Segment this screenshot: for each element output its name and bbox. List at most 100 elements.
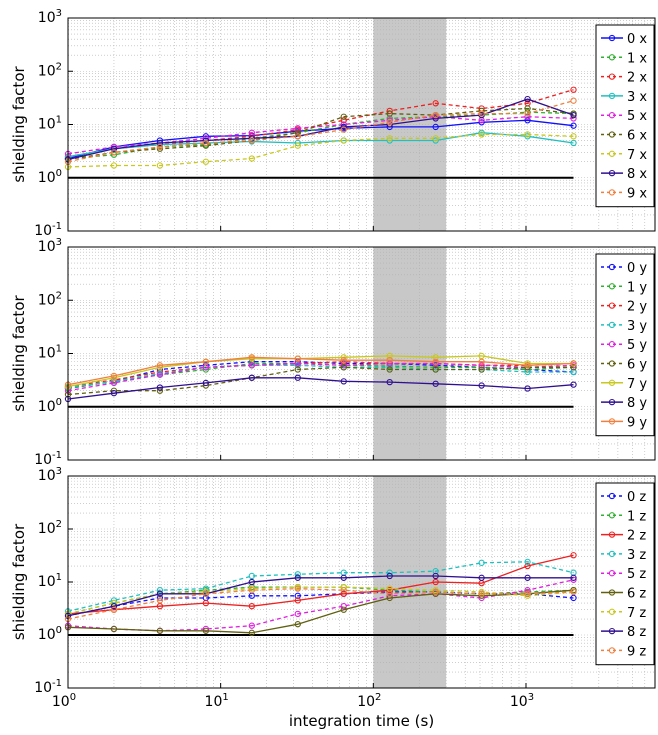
- legend-entry: 0 z: [627, 490, 646, 505]
- data-point: [432, 358, 439, 365]
- legend-entry: 7 z: [627, 606, 646, 621]
- data-point: [570, 139, 577, 147]
- data-point: [248, 622, 255, 629]
- data-point: [340, 587, 347, 594]
- legend: 0 y 1 y 2 y 3 y 5 y 6 y 7 y 8 y 9 y: [595, 253, 655, 437]
- data-point: [478, 559, 485, 566]
- series-line: [67, 561, 574, 612]
- data-point: [110, 606, 118, 613]
- legend-marker: [608, 73, 616, 80]
- data-point: [432, 588, 439, 596]
- legend-entry: 2 z: [627, 529, 646, 544]
- data-point: [202, 137, 210, 144]
- data-point: [524, 574, 531, 581]
- series-line: [67, 377, 574, 400]
- legend: 0 x 1 x 2 x 3 x 5 x 6 x 7 x 8 x 9 x: [595, 24, 655, 208]
- legend-marker: [608, 379, 616, 386]
- series-line: [67, 107, 574, 161]
- data-point: [110, 151, 118, 158]
- data-point: [294, 592, 301, 599]
- data-point: [248, 374, 255, 381]
- data-point: [110, 597, 118, 604]
- series-8-x: [64, 95, 577, 163]
- data-point: [386, 569, 393, 576]
- series-3-y: [64, 362, 577, 391]
- x-tick-label: 102: [357, 692, 381, 710]
- data-point: [110, 162, 118, 169]
- series-line: [67, 133, 574, 168]
- legend-entry: 6 y: [627, 358, 647, 373]
- data-point: [524, 95, 531, 103]
- data-point: [432, 115, 439, 122]
- data-point: [570, 122, 577, 129]
- data-point: [570, 368, 577, 376]
- series-5-x: [64, 113, 577, 158]
- legend-marker: [608, 512, 616, 519]
- data-point: [432, 111, 439, 119]
- data-point: [202, 627, 210, 634]
- legend-entry: 9 x: [627, 186, 647, 201]
- data-point: [202, 590, 210, 597]
- series-9-y: [64, 354, 577, 388]
- data-point: [524, 368, 531, 376]
- legend-marker: [608, 398, 616, 406]
- series-0-x: [64, 117, 577, 162]
- series-line: [67, 119, 574, 160]
- data-point: [432, 366, 439, 373]
- series-line: [67, 589, 574, 634]
- series-9-z: [64, 585, 577, 623]
- data-point: [248, 572, 255, 580]
- data-point: [432, 354, 439, 361]
- legend-entry: 8 z: [627, 625, 646, 640]
- data-point: [294, 366, 301, 373]
- data-point: [340, 590, 347, 597]
- legend-marker: [608, 608, 616, 615]
- data-point: [524, 590, 531, 597]
- data-point: [156, 627, 164, 634]
- data-point: [340, 378, 347, 385]
- data-point: [202, 358, 210, 365]
- data-point: [110, 625, 118, 633]
- data-point: [110, 149, 118, 156]
- data-point: [386, 378, 393, 386]
- series-line: [67, 362, 574, 390]
- legend-entry: 3 y: [627, 319, 647, 334]
- data-point: [570, 381, 577, 388]
- legend: 0 z 1 z 2 z 3 z 5 z 6 z 7 z 8 z 9 z: [595, 482, 655, 666]
- shaded-region: [373, 247, 447, 460]
- data-point: [156, 139, 164, 147]
- data-point: [570, 362, 577, 369]
- legend-box: [595, 253, 655, 437]
- series-1-x: [64, 109, 577, 162]
- data-point: [386, 366, 393, 373]
- data-point: [478, 358, 485, 365]
- legend-marker: [608, 131, 616, 138]
- legend-entry: 1 y: [627, 280, 647, 295]
- legend-entry: 5 y: [627, 338, 647, 353]
- x-tick-label: 101: [205, 692, 229, 710]
- legend-marker: [608, 627, 616, 635]
- data-point: [478, 366, 485, 373]
- y-tick-label: 100: [38, 168, 62, 186]
- data-point: [248, 629, 255, 636]
- legend-marker: [608, 302, 616, 309]
- y-tick-label: 102: [38, 290, 62, 308]
- legend-entry: 5 x: [627, 109, 647, 124]
- series-line: [67, 554, 574, 615]
- legend-entry: 9 y: [627, 415, 647, 430]
- data-point: [524, 362, 531, 369]
- data-point: [478, 574, 485, 581]
- data-point: [524, 562, 531, 570]
- legend-marker: [608, 189, 616, 196]
- data-point: [386, 119, 393, 126]
- data-point: [110, 372, 118, 380]
- data-point: [386, 352, 393, 360]
- legend-entry: 8 y: [627, 396, 647, 411]
- legend-marker: [608, 418, 616, 425]
- data-point: [524, 131, 531, 138]
- legend-marker: [608, 283, 616, 290]
- legend-marker: [608, 570, 616, 577]
